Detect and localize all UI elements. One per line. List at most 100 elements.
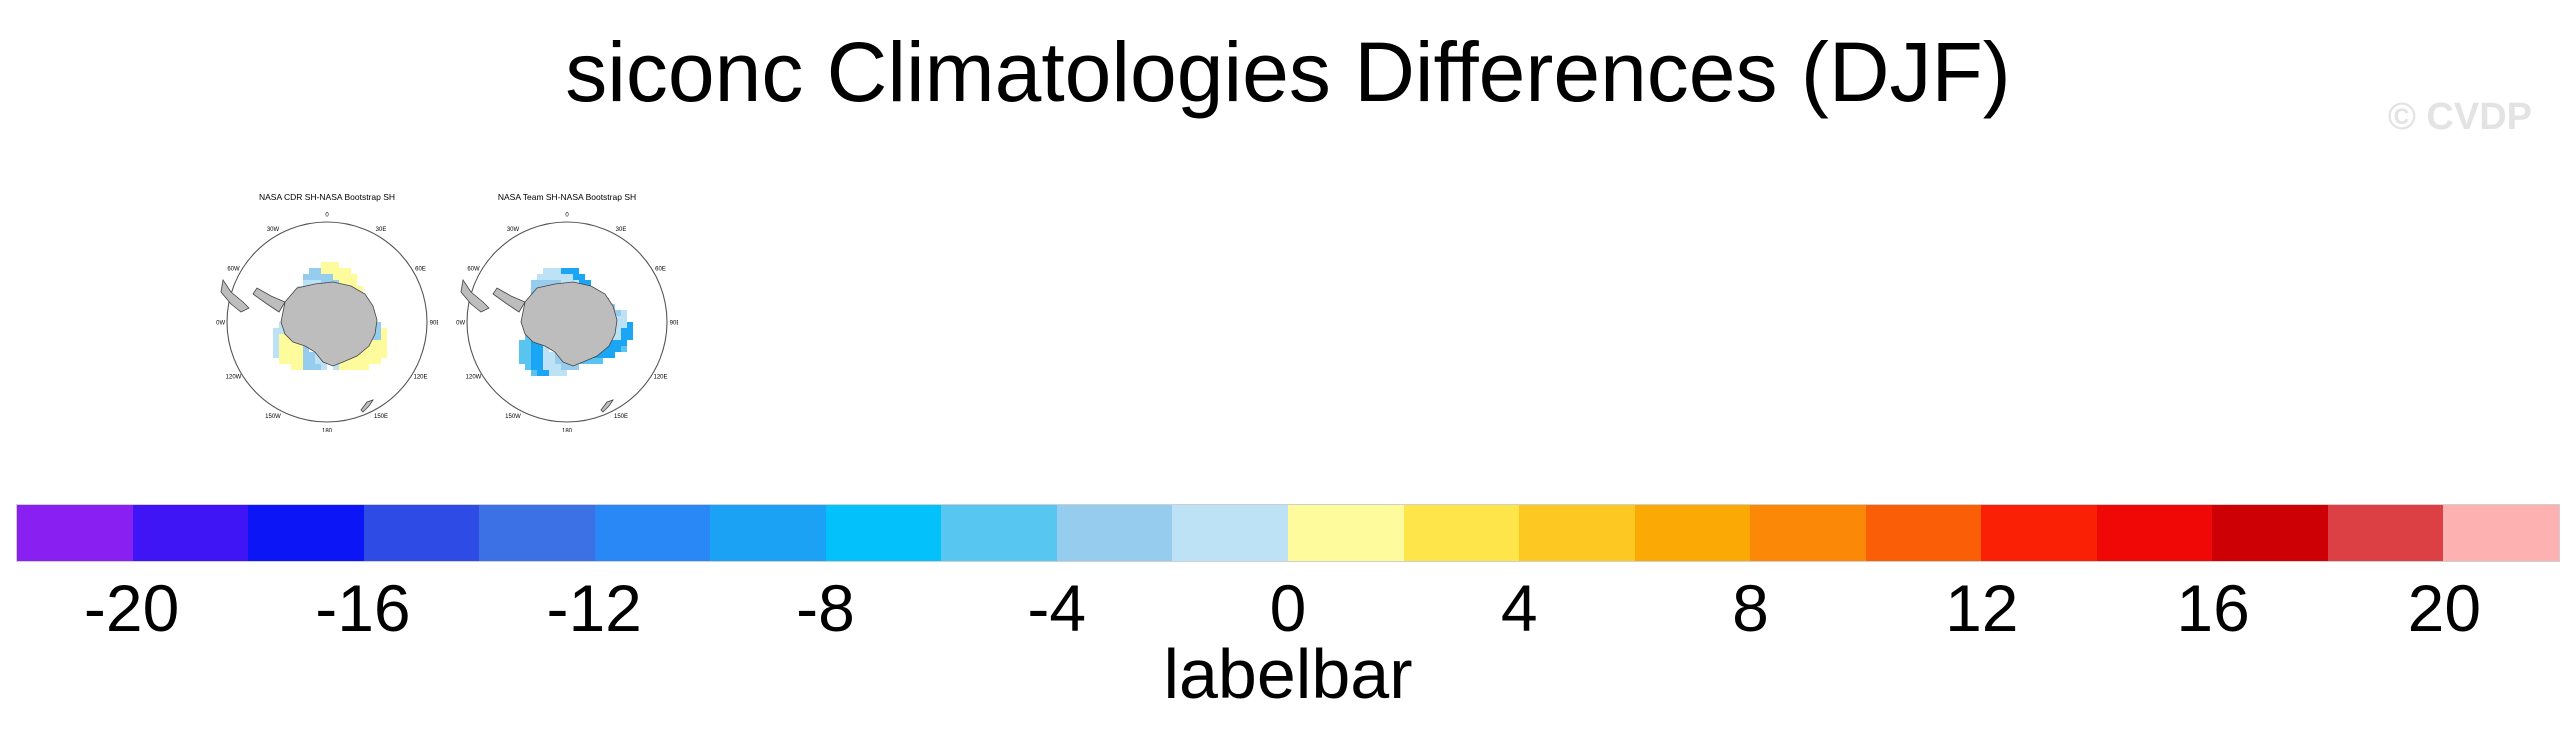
- colorbar-box: [1865, 505, 1982, 561]
- ice-cell: [375, 328, 381, 334]
- longitude-label: 150W: [265, 414, 281, 420]
- ice-cell: [285, 346, 291, 352]
- ice-cell: [537, 280, 543, 286]
- ice-cell: [537, 370, 543, 376]
- ice-cell: [315, 364, 321, 370]
- ice-cell: [369, 346, 375, 352]
- ice-cell: [567, 364, 573, 370]
- ice-cell: [363, 358, 369, 364]
- ice-cell: [615, 316, 621, 322]
- colorbar-box: [479, 505, 595, 561]
- colorbar-box: [132, 505, 249, 561]
- ice-cell: [543, 352, 549, 358]
- ice-cell: [297, 358, 303, 364]
- ice-cell: [525, 364, 531, 370]
- longitude-label: 0: [565, 213, 569, 219]
- ice-cell: [531, 340, 537, 346]
- longitude-label: 30E: [616, 227, 627, 233]
- ice-cell: [339, 280, 345, 286]
- ice-cell: [549, 364, 555, 370]
- ice-cell: [303, 352, 309, 358]
- ice-cell: [327, 268, 333, 274]
- colorbar-tick-label: 20: [2407, 571, 2482, 645]
- ice-cell: [381, 328, 387, 334]
- panel-title: NASA CDR SH-NASA Bootstrap SH: [259, 192, 395, 202]
- longitude-label: 180: [562, 429, 573, 433]
- longitude-label: 60W: [227, 267, 240, 273]
- ice-cell: [615, 340, 621, 346]
- ice-cell: [345, 280, 351, 286]
- longitude-label: 120W: [226, 375, 242, 381]
- ice-cell: [285, 340, 291, 346]
- ice-cell: [315, 274, 321, 280]
- ice-cell: [321, 274, 327, 280]
- longitude-label: 30W: [267, 227, 280, 233]
- ice-cell: [273, 340, 279, 346]
- colorbar-box: [2096, 505, 2213, 561]
- ice-cell: [615, 322, 621, 328]
- map-content: 0 30E 60E 90E 120E 150E 180 150W 120W 90W 60W 30W: [216, 213, 438, 433]
- ice-cell: [627, 334, 633, 340]
- colorbar-box: [1750, 505, 1866, 561]
- colorbar-tick-labels: -20 -16 -12 -8 -4 0 4 8 12 16 20: [16, 570, 2560, 650]
- ice-cell: [609, 352, 615, 358]
- colorbar-box: [2212, 505, 2328, 561]
- ice-cell: [309, 364, 315, 370]
- ice-cell: [357, 364, 363, 370]
- ice-cell: [615, 334, 621, 340]
- ice-cell: [531, 370, 537, 376]
- colorbar-box: [363, 505, 480, 561]
- longitude-label: 0: [325, 213, 329, 219]
- ice-cell: [621, 334, 627, 340]
- ice-cell: [279, 340, 285, 346]
- ice-cell: [609, 340, 615, 346]
- ice-cell: [579, 280, 585, 286]
- panel-title: NASA Team SH-NASA Bootstrap SH: [498, 192, 636, 202]
- ice-cell: [555, 274, 561, 280]
- longitude-label: 30W: [507, 227, 520, 233]
- longitude-label: 150E: [614, 414, 628, 420]
- ice-cell: [543, 346, 549, 352]
- colorbar-box: [248, 505, 364, 561]
- colorbar-box: [2443, 505, 2560, 561]
- colorbar-box: [941, 505, 1057, 561]
- ice-cell: [627, 328, 633, 334]
- ice-cell: [297, 364, 303, 370]
- ice-cell: [549, 352, 555, 358]
- ice-cell: [537, 352, 543, 358]
- ice-cell: [315, 280, 321, 286]
- colorbar-box: [594, 505, 711, 561]
- ice-cell: [597, 352, 603, 358]
- ice-cell: [333, 274, 339, 280]
- ice-cell: [357, 286, 363, 292]
- ice-cell: [273, 328, 279, 334]
- colorbar-box: [1172, 505, 1289, 561]
- ice-cell: [561, 370, 567, 376]
- ice-cell: [303, 274, 309, 280]
- ice-cell: [525, 340, 531, 346]
- longitude-label: 60E: [655, 267, 666, 273]
- ice-cell: [351, 274, 357, 280]
- longitude-label: 90E: [670, 321, 678, 327]
- ice-cell: [345, 274, 351, 280]
- ice-cell: [621, 328, 627, 334]
- map-content: 0 30E 60E 90E 120E 150E 180 150W 120W 90W 60W 30W: [456, 213, 678, 433]
- ice-cell: [285, 352, 291, 358]
- south-america-land: [220, 278, 250, 313]
- ice-cell: [345, 268, 351, 274]
- ice-cell: [549, 274, 555, 280]
- ice-cell: [375, 352, 381, 358]
- ice-cell: [543, 364, 549, 370]
- ice-cell: [303, 280, 309, 286]
- ice-cell: [303, 364, 309, 370]
- ice-cell: [615, 310, 621, 316]
- longitude-label: 90E: [430, 321, 438, 327]
- ice-cell: [291, 352, 297, 358]
- ice-cell: [561, 364, 567, 370]
- ice-cell: [381, 340, 387, 346]
- ice-cell: [585, 280, 591, 286]
- ice-cell: [519, 352, 525, 358]
- ice-cell: [363, 364, 369, 370]
- colorbar-tick-label: -4: [1027, 571, 1087, 645]
- south-america-land: [460, 278, 490, 313]
